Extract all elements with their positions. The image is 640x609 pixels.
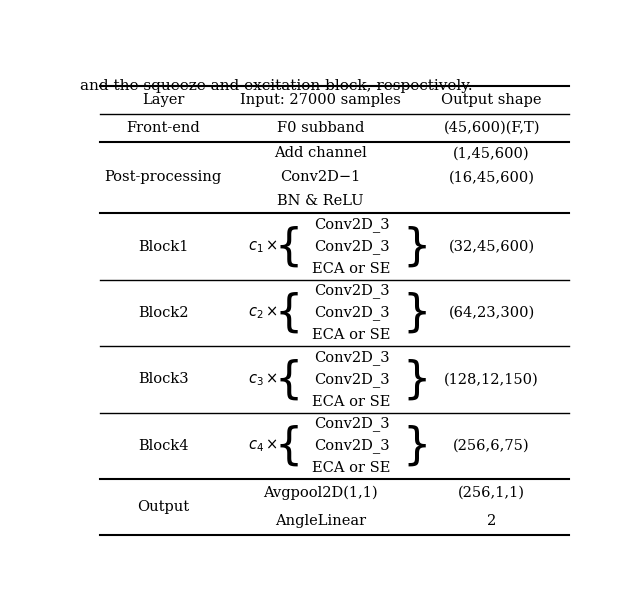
Text: (64,23,300): (64,23,300) (449, 306, 535, 320)
Text: F0 subband: F0 subband (277, 121, 364, 135)
Text: $c_{4} \times$: $c_{4} \times$ (248, 437, 278, 454)
Text: (256,6,75): (256,6,75) (453, 439, 530, 453)
Text: $c_{3} \times$: $c_{3} \times$ (248, 371, 278, 388)
Text: Block2: Block2 (138, 306, 188, 320)
Text: (16,45,600): (16,45,600) (449, 171, 534, 185)
Text: Conv2D_3: Conv2D_3 (314, 372, 389, 387)
Text: (45,600)(F,T): (45,600)(F,T) (444, 121, 540, 135)
Text: $\{$: $\{$ (275, 224, 299, 269)
Text: Conv2D_3: Conv2D_3 (314, 417, 389, 431)
Text: AngleLinear: AngleLinear (275, 514, 366, 528)
Text: Post-processing: Post-processing (104, 171, 221, 185)
Text: 2: 2 (487, 514, 496, 528)
Text: Block1: Block1 (138, 239, 188, 253)
Text: $\}$: $\}$ (403, 357, 427, 402)
Text: $\{$: $\{$ (275, 357, 299, 402)
Text: Front-end: Front-end (126, 121, 200, 135)
Text: Conv2D_3: Conv2D_3 (314, 438, 389, 453)
Text: $\{$: $\{$ (275, 290, 299, 336)
Text: ECA or SE: ECA or SE (312, 328, 391, 342)
Text: $c_{1} \times$: $c_{1} \times$ (248, 238, 278, 255)
Text: ECA or SE: ECA or SE (312, 262, 391, 276)
Text: Output shape: Output shape (442, 93, 542, 107)
Text: (32,45,600): (32,45,600) (449, 239, 535, 253)
Text: $\}$: $\}$ (403, 290, 427, 336)
Text: ECA or SE: ECA or SE (312, 461, 391, 475)
Text: $\}$: $\}$ (403, 224, 427, 269)
Text: Layer: Layer (142, 93, 184, 107)
Text: Conv2D−1: Conv2D−1 (280, 171, 361, 185)
Text: (1,45,600): (1,45,600) (453, 147, 530, 161)
Text: and the squeeze and excitation block, respectively.: and the squeeze and excitation block, re… (80, 79, 472, 93)
Text: BN & ReLU: BN & ReLU (277, 194, 364, 208)
Text: Conv2D_3: Conv2D_3 (314, 239, 389, 254)
Text: ECA or SE: ECA or SE (312, 395, 391, 409)
Text: Block3: Block3 (138, 373, 188, 387)
Text: Avgpool2D(1,1): Avgpool2D(1,1) (263, 486, 378, 501)
Text: (128,12,150): (128,12,150) (444, 373, 539, 387)
Text: Output: Output (137, 500, 189, 514)
Text: Input: 27000 samples: Input: 27000 samples (240, 93, 401, 107)
Text: (256,1,1): (256,1,1) (458, 486, 525, 500)
Text: $\{$: $\{$ (275, 423, 299, 468)
Text: $c_{2} \times$: $c_{2} \times$ (248, 304, 278, 322)
Text: $\}$: $\}$ (403, 423, 427, 468)
Text: Conv2D_3: Conv2D_3 (314, 306, 389, 320)
Text: Add channel: Add channel (274, 147, 367, 161)
Text: Conv2D_3: Conv2D_3 (314, 283, 389, 298)
Text: Block4: Block4 (138, 439, 188, 453)
Text: Conv2D_3: Conv2D_3 (314, 217, 389, 232)
Text: Conv2D_3: Conv2D_3 (314, 350, 389, 365)
